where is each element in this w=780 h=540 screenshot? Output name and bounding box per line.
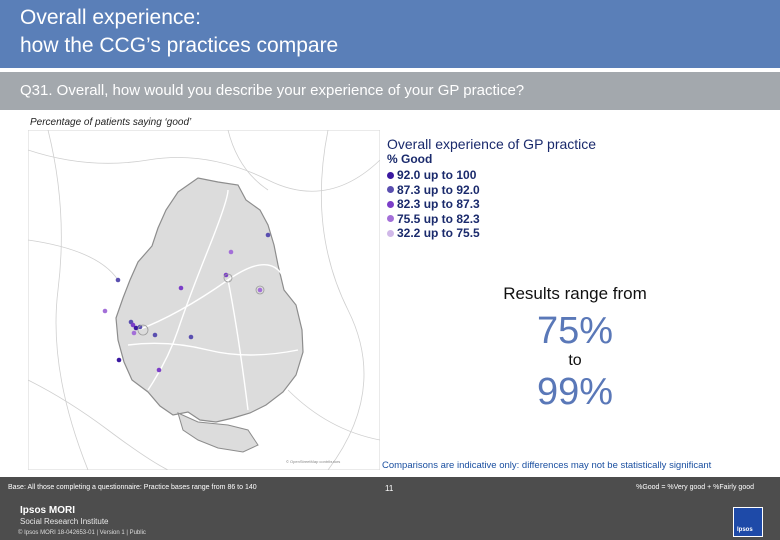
map-credit: © OpenStreetMap contributors xyxy=(286,459,340,464)
legend-item: 82.3 up to 87.3 xyxy=(387,197,596,212)
results-range-label: Results range from xyxy=(503,284,647,303)
practice-dot xyxy=(116,357,122,363)
practice-dot xyxy=(131,330,137,336)
base-bar xyxy=(0,477,780,500)
legend-item-label: 32.2 up to 75.5 xyxy=(397,226,480,240)
question-bar xyxy=(0,72,780,110)
page-title-line1: Overall experience: xyxy=(20,6,201,29)
map-context-lines xyxy=(28,130,380,470)
header-bar xyxy=(0,0,780,68)
map-legend: Overall experience of GP practice % Good… xyxy=(387,136,596,241)
practice-dot xyxy=(152,332,158,338)
legend-title: Overall experience of GP practice xyxy=(387,136,597,152)
legend-item: 75.5 up to 82.3 xyxy=(387,212,596,227)
sri-logo-text: Social Research Institute xyxy=(20,517,109,526)
legend-item: 92.0 up to 100 xyxy=(387,168,596,183)
practice-dot xyxy=(188,334,194,340)
footer xyxy=(0,500,780,540)
legend-swatch xyxy=(387,186,394,194)
practice-dots xyxy=(102,232,271,373)
good-definition: %Good = %Very good + %Fairly good xyxy=(636,484,754,491)
legend-item-label: 92.0 up to 100 xyxy=(397,168,477,182)
road-network xyxy=(127,189,299,411)
legend-item-label: 87.3 up to 92.0 xyxy=(397,182,480,197)
practice-dot xyxy=(265,232,271,238)
page-title: Overall experience: how the CCG’s practi… xyxy=(20,4,338,60)
results-low-value: 75% xyxy=(536,310,614,352)
practice-dot xyxy=(102,308,108,314)
practice-dot xyxy=(133,325,139,331)
page-title-line2: how the CCG’s practices compare xyxy=(20,34,339,57)
town-marks xyxy=(137,273,265,336)
ccg-boundary xyxy=(115,177,304,423)
legend-swatch xyxy=(387,215,394,223)
legend-item: 32.2 up to 75.5 xyxy=(387,226,596,241)
practice-dot xyxy=(228,249,234,255)
results-to-label: to xyxy=(568,352,582,369)
comparison-note: Comparisons are indicative only: differe… xyxy=(382,460,712,471)
south-extension xyxy=(177,412,259,453)
practice-dot xyxy=(137,324,143,330)
legend-item: 87.3 up to 92.0 xyxy=(387,183,596,198)
practice-dot xyxy=(257,287,263,293)
question-text: Q31. Overall, how would you describe you… xyxy=(20,82,525,99)
ccg-map: © OpenStreetMap contributors xyxy=(28,130,380,470)
ipsos-logo-text: Ipsos xyxy=(737,527,753,533)
legend-swatch xyxy=(387,171,394,179)
page-number: 11 xyxy=(385,484,394,493)
practice-dot xyxy=(178,285,184,291)
legend-item-label: 75.5 up to 82.3 xyxy=(397,211,480,226)
legend-subtitle: % Good xyxy=(387,152,433,166)
ipsos-logo: Ipsos xyxy=(733,507,763,537)
legend-swatch xyxy=(387,200,394,208)
legend-item-label: 82.3 up to 87.3 xyxy=(397,197,480,211)
practice-dot xyxy=(156,367,162,373)
practice-dot xyxy=(130,322,136,328)
practice-dot xyxy=(115,277,121,283)
ipsos-mori-logo-text: Ipsos MORI xyxy=(20,505,76,516)
map-subtitle: Percentage of patients saying ‘good’ xyxy=(30,117,192,128)
base-note: Base: All those completing a questionnai… xyxy=(8,484,257,491)
results-high-value: 99% xyxy=(536,371,614,413)
legend-swatch xyxy=(387,229,394,237)
copyright-text: © Ipsos MORI 18-042653-01 | Version 1 | … xyxy=(18,530,146,536)
